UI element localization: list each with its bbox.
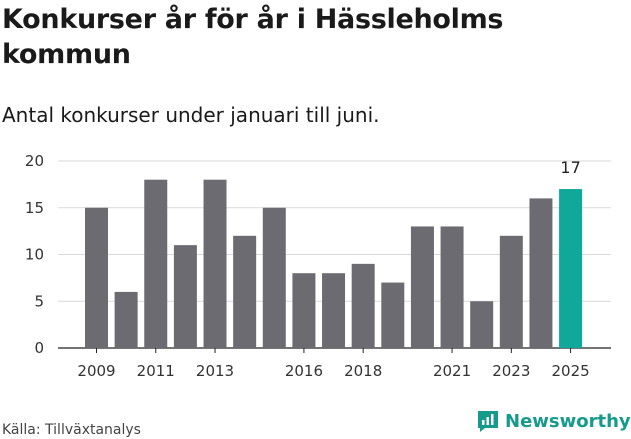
y-tick-label: 5 [34, 292, 44, 310]
bar [410, 226, 434, 348]
x-tick-label: 2009 [77, 362, 115, 380]
bar [114, 291, 138, 348]
bar [470, 301, 494, 348]
x-tick-label: 2013 [196, 362, 234, 380]
y-tick-label: 15 [25, 199, 44, 217]
bar [499, 235, 523, 348]
y-tick-label: 20 [25, 152, 44, 170]
bar [322, 273, 346, 348]
bar [262, 207, 286, 348]
brand-name: Newsworthy [505, 410, 631, 432]
bar [292, 273, 316, 348]
bar [381, 282, 405, 348]
brand-logo: Newsworthy [476, 407, 631, 435]
chart-title: Konkurser år för år i Hässleholms kommun [2, 4, 504, 70]
x-tick-label: 2023 [492, 362, 530, 380]
y-tick-label: 10 [25, 246, 44, 264]
x-tick-label: 2011 [137, 362, 175, 380]
bar [203, 179, 227, 348]
bar [440, 226, 464, 348]
y-tick-label: 0 [34, 339, 44, 357]
bar [529, 198, 553, 348]
bar-chart: 0 5 10 15 20 2009 2011 2013 2016 2018 2021 2023 2025… [25, 152, 611, 380]
x-tick-label: 2021 [433, 362, 471, 380]
bar [173, 245, 197, 348]
bar [144, 179, 168, 348]
source-note: Källa: Tillväxtanalys [2, 422, 141, 438]
bar [351, 263, 375, 348]
x-tick-label: 2025 [551, 362, 589, 380]
data-label: 17 [560, 158, 580, 177]
bar [233, 235, 257, 348]
chart-subtitle: Antal konkurser under januari till juni. [2, 103, 380, 127]
bar [85, 207, 108, 348]
chart-speech-bubble-icon [478, 411, 498, 432]
x-tick-label: 2016 [285, 362, 323, 380]
bar [559, 189, 583, 348]
x-tick-label: 2018 [344, 362, 382, 380]
